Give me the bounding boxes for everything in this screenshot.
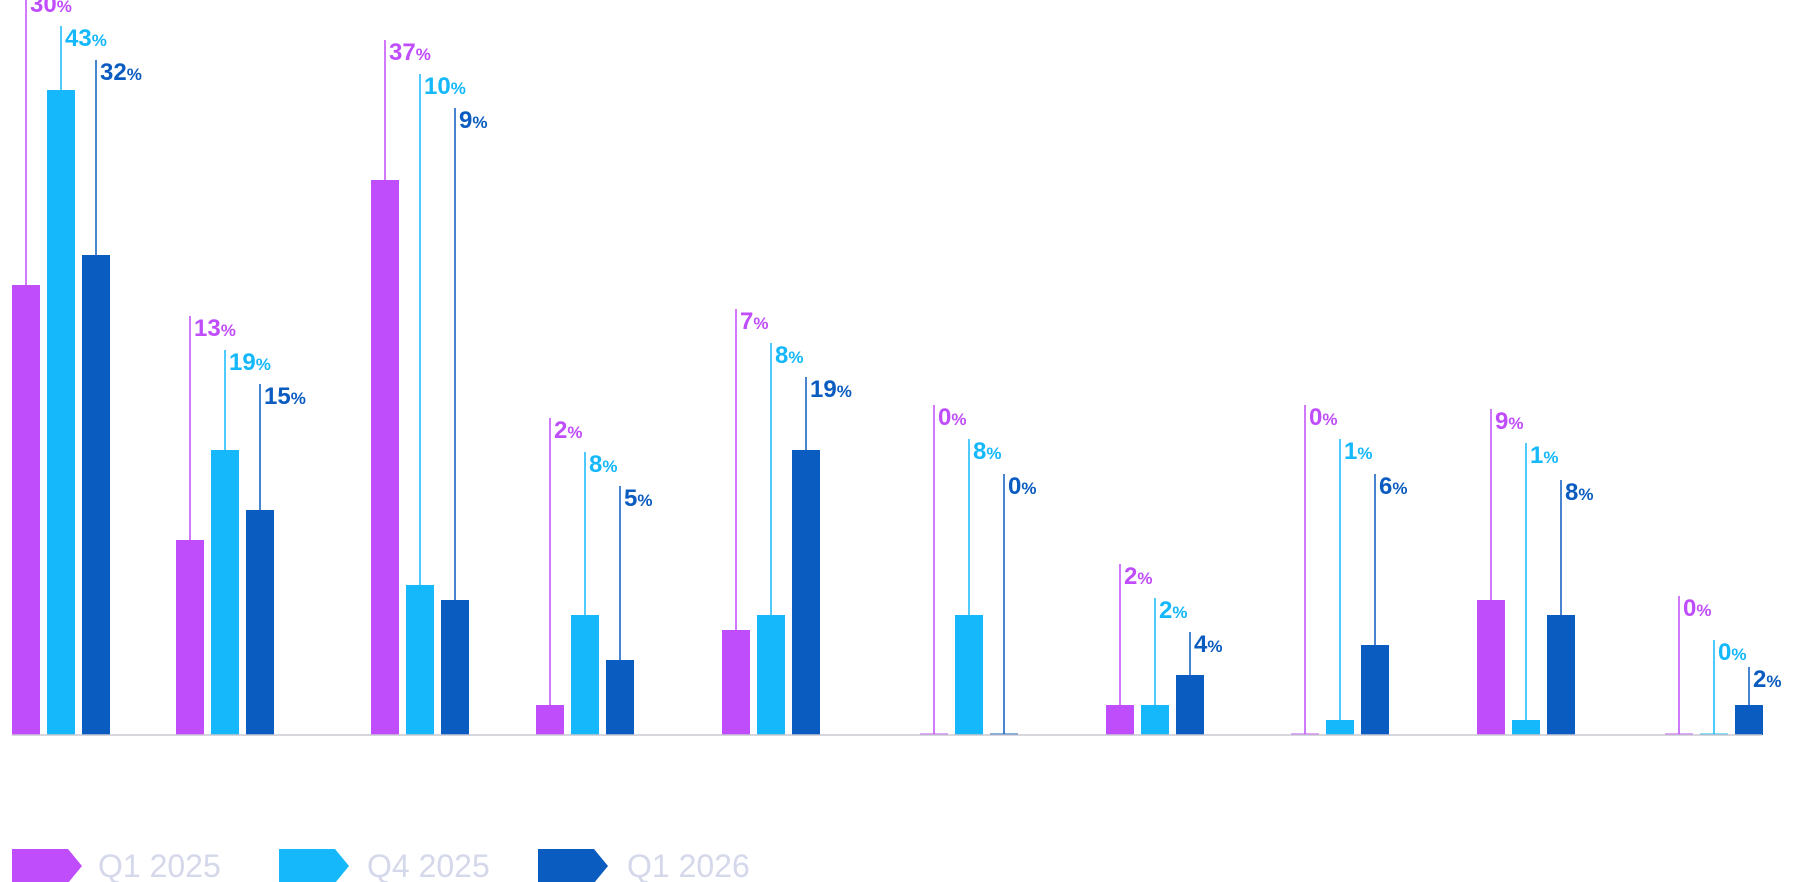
data-label: 32%	[100, 59, 142, 86]
bar[interactable]	[12, 285, 40, 735]
data-label: 1%	[1530, 442, 1558, 469]
data-label: 19%	[229, 349, 271, 376]
data-label: 2%	[1124, 563, 1152, 590]
data-label: 2%	[1753, 666, 1781, 693]
bar[interactable]	[176, 540, 204, 735]
legend: Q1 2025 Q4 2025 Q1 2026	[12, 848, 750, 882]
data-label: 8%	[589, 451, 617, 478]
bar[interactable]	[1512, 720, 1540, 735]
legend-swatch-q1-2025	[12, 849, 82, 882]
data-label: 8%	[775, 342, 803, 369]
bar[interactable]	[792, 450, 820, 735]
data-label: 43%	[65, 25, 107, 52]
bar[interactable]	[1361, 645, 1389, 735]
data-label: 30%	[30, 0, 72, 18]
bar[interactable]	[571, 615, 599, 735]
data-label: 0%	[1008, 473, 1036, 500]
bar[interactable]	[1326, 720, 1354, 735]
data-label: 9%	[459, 107, 487, 134]
legend-label-q1-2026: Q1 2026	[627, 848, 750, 882]
legend-label-q1-2025: Q1 2025	[98, 848, 221, 882]
data-label: 0%	[1683, 595, 1711, 622]
data-label: 4%	[1194, 631, 1222, 658]
data-label: 0%	[1309, 404, 1337, 431]
bar[interactable]	[246, 510, 274, 735]
data-label: 6%	[1379, 473, 1407, 500]
bar[interactable]	[82, 255, 110, 735]
bars-layer: 30% 13% 37% 2% 7% 0% 2% 0% 9% 0% 43% 19% 10% 8% 8% 8% 2%…	[12, 0, 1781, 735]
data-label: 19%	[810, 376, 852, 403]
bar[interactable]	[1106, 705, 1134, 735]
bar[interactable]	[211, 450, 239, 735]
bar[interactable]	[1477, 600, 1505, 735]
legend-swatch-q4-2025	[279, 849, 349, 882]
bar[interactable]	[441, 600, 469, 735]
legend-label-q4-2025: Q4 2025	[367, 848, 490, 882]
data-label: 5%	[624, 485, 652, 512]
legend-item-q1-2026[interactable]: Q1 2026	[538, 848, 750, 882]
data-label: 8%	[973, 438, 1001, 465]
data-label: 7%	[740, 308, 768, 335]
data-label: 37%	[389, 39, 431, 66]
bar[interactable]	[371, 180, 399, 735]
bar[interactable]	[1735, 705, 1763, 735]
bar[interactable]	[1176, 675, 1204, 735]
bar[interactable]	[757, 615, 785, 735]
bar[interactable]	[536, 705, 564, 735]
data-label: 2%	[554, 417, 582, 444]
data-label: 2%	[1159, 597, 1187, 624]
legend-item-q4-2025[interactable]: Q4 2025	[279, 848, 490, 882]
bar[interactable]	[955, 615, 983, 735]
bar[interactable]	[1547, 615, 1575, 735]
data-label: 15%	[264, 383, 306, 410]
bar[interactable]	[406, 585, 434, 735]
data-label: 9%	[1495, 408, 1523, 435]
bar[interactable]	[722, 630, 750, 735]
legend-item-q1-2025[interactable]: Q1 2025	[12, 848, 221, 882]
data-label: 8%	[1565, 479, 1593, 506]
data-label: 0%	[1718, 639, 1746, 666]
data-label: 0%	[938, 404, 966, 431]
data-label: 10%	[424, 73, 466, 100]
bar[interactable]	[1141, 705, 1169, 735]
data-label: 1%	[1344, 438, 1372, 465]
bar[interactable]	[606, 660, 634, 735]
bar[interactable]	[47, 90, 75, 735]
legend-swatch-q1-2026	[538, 849, 608, 882]
data-label: 13%	[194, 315, 236, 342]
